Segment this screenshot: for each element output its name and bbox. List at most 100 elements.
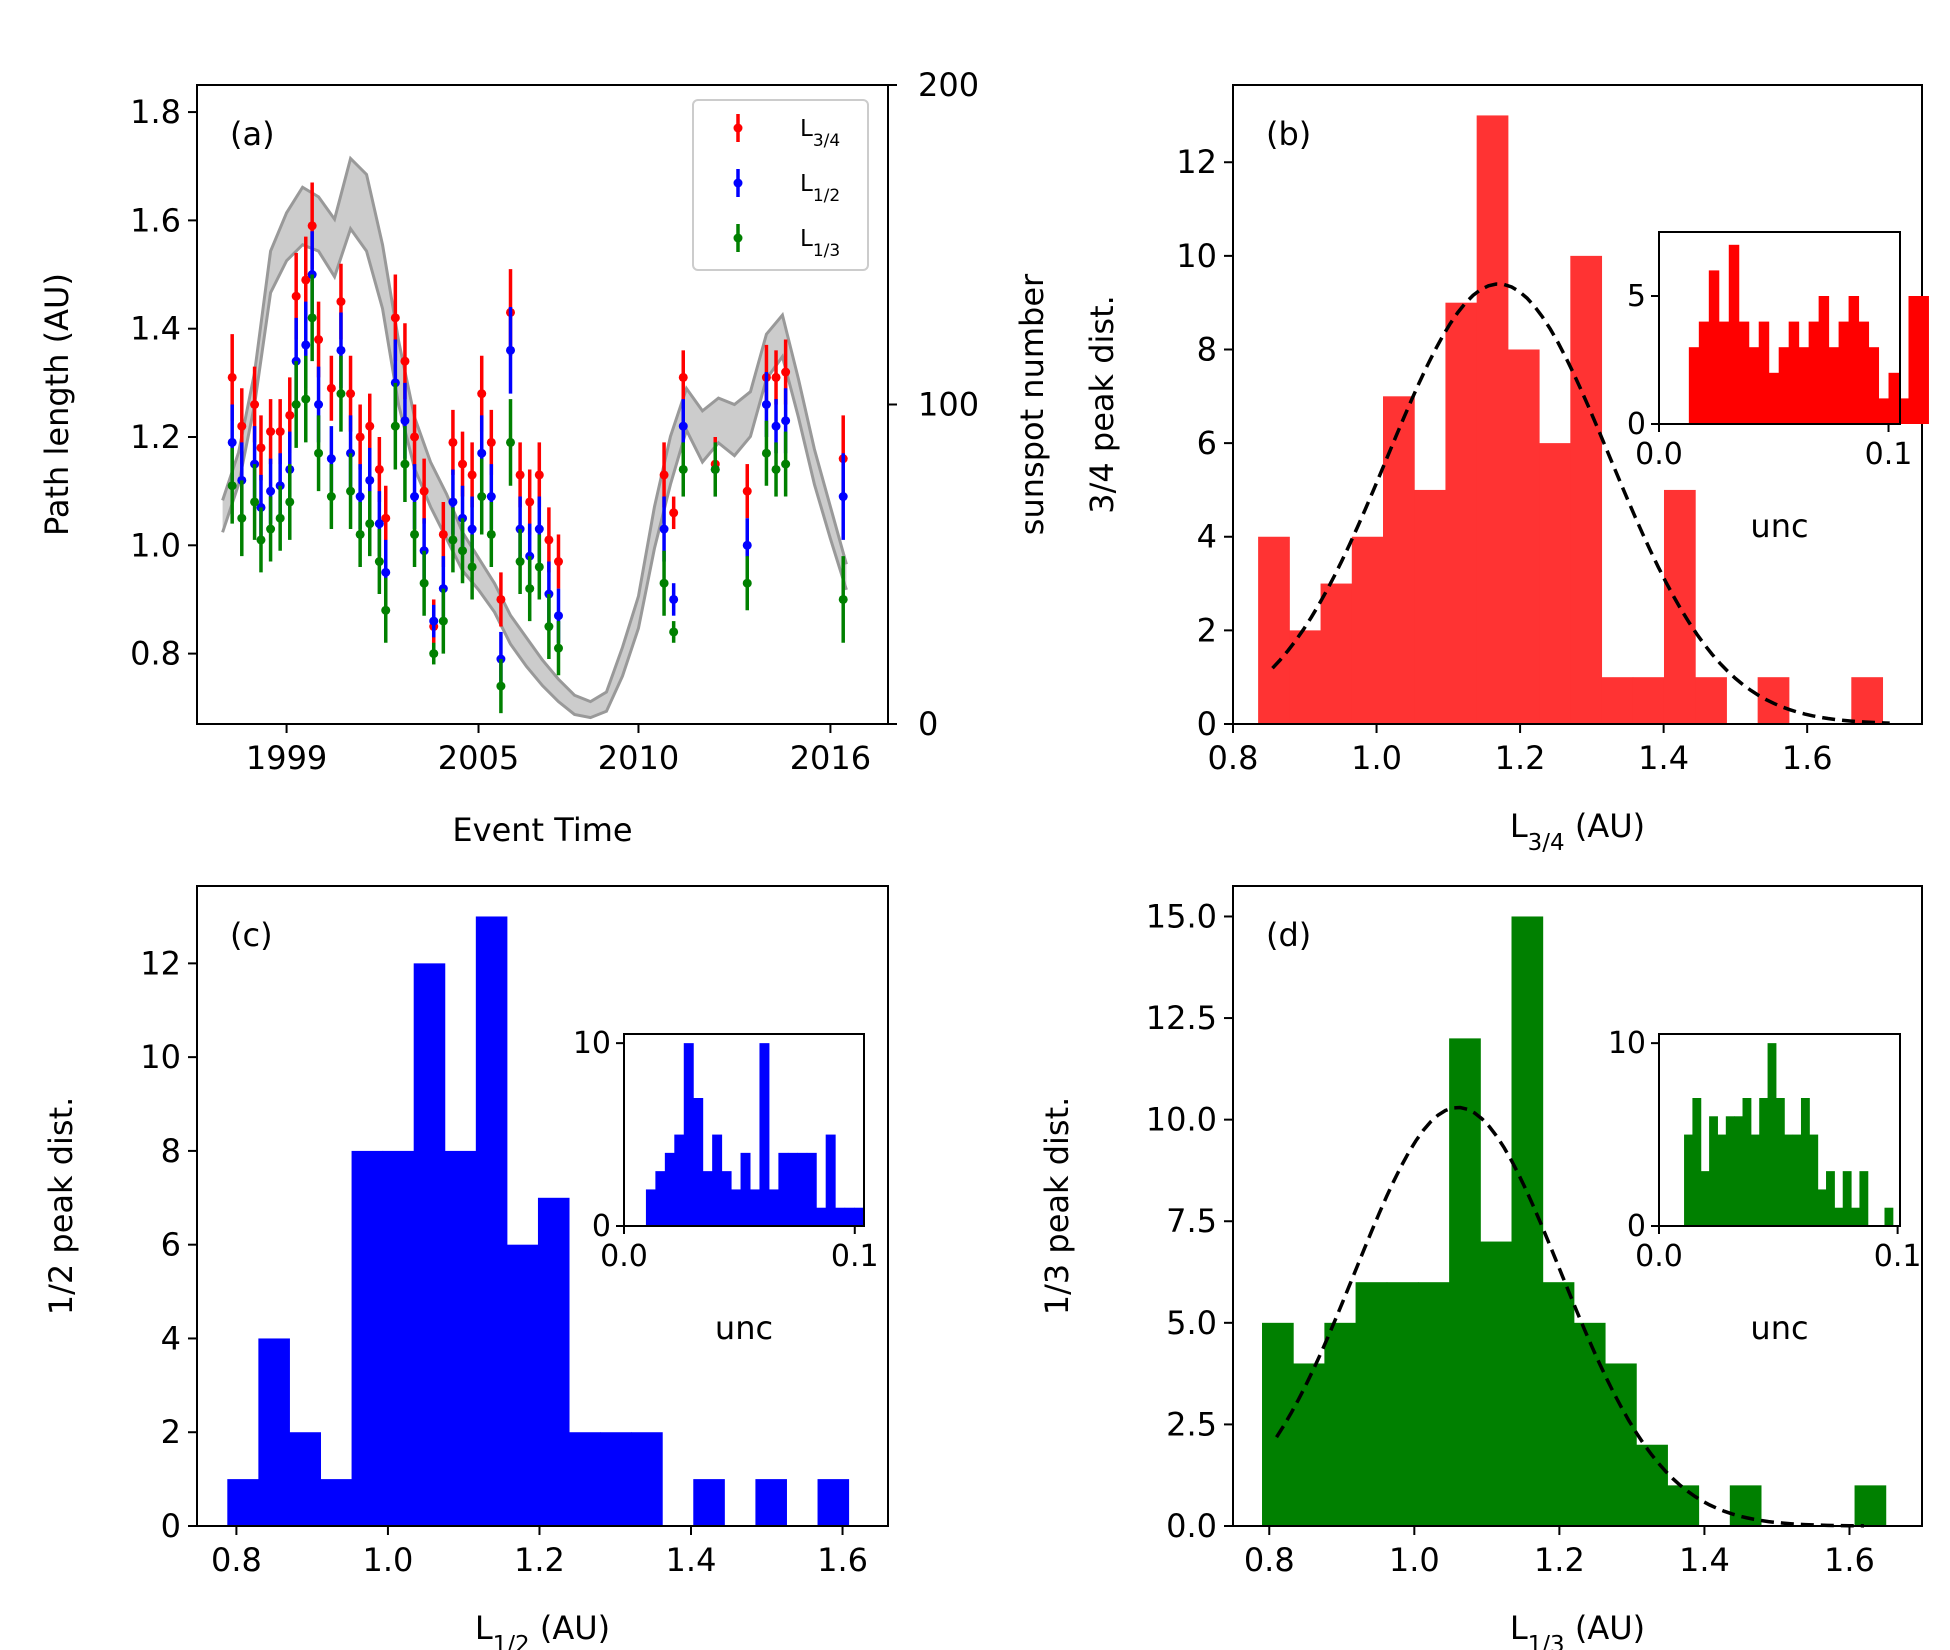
inset-bar: [674, 1134, 685, 1226]
x-tick-label: 0.8: [1244, 1541, 1295, 1579]
y-tick-label: 8: [1197, 330, 1217, 368]
inset-x-tick-label: 0.1: [831, 1239, 879, 1274]
data-point: [534, 562, 544, 572]
histogram-bar: [1573, 1322, 1606, 1526]
inset-bar: [768, 1189, 779, 1226]
inset-bar: [1709, 1116, 1718, 1226]
inset-bar: [1834, 1207, 1844, 1226]
y-tick-label: 5.0: [1166, 1304, 1217, 1342]
x-axis-label: L3/4 (AU): [1510, 807, 1645, 856]
inset-bar: [1717, 1134, 1727, 1226]
inset-bar: [712, 1134, 723, 1226]
data-point: [374, 464, 384, 474]
inset-bar: [844, 1207, 855, 1226]
panel-a: 1999 2005 2010 2016 0.8 1.0 1.2 1.4 1.6 1.8 0 100 20…: [38, 66, 1051, 849]
data-point: [285, 497, 295, 507]
histogram-bar: [631, 1432, 663, 1526]
data-point: [486, 529, 496, 539]
inset-bar: [1688, 347, 1700, 424]
histogram-bar: [413, 963, 446, 1526]
y-axis-label: 1/3 peak dist.: [1038, 1097, 1076, 1316]
x-axis-label: L1/3 (AU): [1510, 1609, 1645, 1650]
data-point: [678, 464, 688, 474]
inset-y-tick-label: 10: [1608, 1026, 1646, 1061]
y-tick-label: 2: [161, 1413, 181, 1451]
data-point: [256, 535, 266, 545]
y-tick-label: 6: [161, 1226, 181, 1264]
data-point: [326, 492, 336, 502]
inset-bar: [1818, 296, 1830, 424]
data-point: [365, 475, 375, 485]
data-point: [400, 416, 410, 426]
data-point: [771, 464, 781, 474]
histogram-bar: [755, 1479, 787, 1526]
histogram-bar: [1449, 1038, 1481, 1526]
y-tick-label: 2.5: [1166, 1405, 1217, 1443]
inset-bar: [1692, 1098, 1702, 1226]
y2-tick-label: 0: [918, 705, 938, 743]
inset-bar: [1878, 398, 1890, 424]
data-point: [291, 291, 301, 301]
inset-bar: [1828, 347, 1840, 424]
data-point: [534, 524, 544, 534]
inset-bar: [1784, 1134, 1794, 1226]
data-point: [544, 535, 554, 545]
data-point: [486, 492, 496, 502]
data-point: [336, 389, 346, 399]
data-point: [275, 513, 285, 523]
x-tick-label: 1.0: [1351, 739, 1402, 777]
x-tick-label: 1.6: [1824, 1541, 1875, 1579]
inset-bar: [1775, 1098, 1785, 1226]
inset-bar: [1838, 321, 1850, 424]
data-point: [506, 437, 516, 447]
x-tick-label: 2010: [598, 739, 679, 777]
inset-y-tick-label: 0: [1627, 1209, 1646, 1244]
data-point: [429, 649, 439, 659]
histogram-bar: [320, 1479, 353, 1526]
y2-tick-label: 100: [918, 386, 979, 424]
inset-bar: [1842, 1171, 1852, 1226]
data-point: [237, 421, 247, 431]
inset-bar: [1767, 1043, 1777, 1226]
inset-bar: [1898, 398, 1909, 424]
data-point: [467, 524, 477, 534]
histogram-bar: [1542, 1282, 1575, 1526]
data-point: [838, 594, 848, 604]
inset-frame: [1658, 231, 1901, 425]
inset-bar: [721, 1171, 732, 1226]
histogram-bar: [817, 1479, 850, 1526]
data-point: [678, 372, 688, 382]
inset-bar: [1809, 1134, 1819, 1226]
legend-marker: [733, 233, 743, 243]
inset-x-label: unc: [715, 1309, 773, 1347]
y-tick-label: 8: [161, 1132, 181, 1170]
data-point: [669, 508, 679, 518]
histogram-bar: [1258, 536, 1290, 724]
data-point: [467, 562, 477, 572]
histogram-bar: [693, 1479, 725, 1526]
histogram-bar: [600, 1432, 632, 1526]
inset-bar: [1768, 372, 1780, 424]
x-tick-label: 1999: [246, 739, 327, 777]
inset-bar: [1798, 347, 1810, 424]
inset-bar: [825, 1134, 836, 1226]
histogram-bar: [1293, 1363, 1325, 1526]
data-point: [761, 448, 771, 458]
data-point: [669, 627, 679, 637]
data-point: [227, 481, 237, 491]
data-point: [781, 459, 791, 469]
series-2: [227, 274, 848, 714]
inset-bar: [1758, 321, 1770, 424]
histogram-bar: [1632, 677, 1665, 724]
inset-bar: [1700, 1171, 1710, 1226]
inset-bar: [693, 1098, 704, 1226]
data-point: [534, 470, 544, 480]
panel-c: 0.8 1.0 1.2 1.4 1.6 0 2 4 6 8 10 12 L1/2 (AU) 1/2 pea…: [42, 885, 889, 1650]
inset-bar: [1792, 1134, 1802, 1226]
data-point: [390, 421, 400, 431]
panel-label: (b): [1266, 115, 1311, 153]
histogram-bar: [475, 916, 508, 1526]
histogram-bar: [1324, 1322, 1357, 1526]
inset-bar: [1884, 1207, 1894, 1226]
